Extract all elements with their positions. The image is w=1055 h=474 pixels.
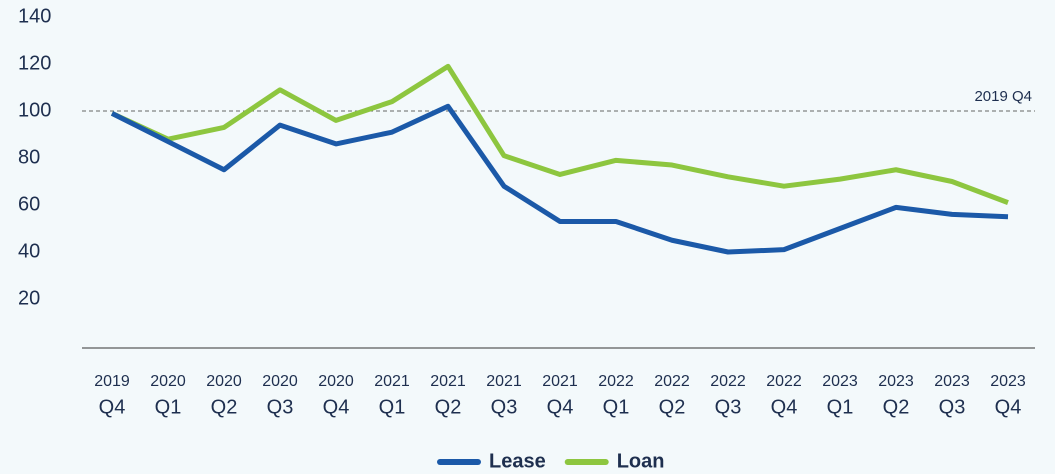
x-tick-label: 2019 [94,373,130,390]
x-tick-label: 2022 [766,373,802,390]
x-tick-label: 2022 [654,373,690,390]
x-tick-label: Q1 [379,396,406,418]
x-tick-label: Q2 [211,396,238,418]
x-tick-label: Q3 [939,396,966,418]
x-tick-label: Q4 [99,396,126,418]
x-tick-label: Q1 [155,396,182,418]
x-tick-label: 2023 [934,373,970,390]
x-tick-label: Q1 [827,396,854,418]
x-tick-label: Q4 [771,396,798,418]
x-tick-label: Q4 [995,396,1022,418]
x-tick-label: 2022 [598,373,634,390]
y-tick-label: 140 [18,5,51,27]
reference-label: 2019 Q4 [974,88,1032,105]
x-tick-label: Q1 [603,396,630,418]
x-tick-label: Q4 [547,396,574,418]
x-tick-label: Q2 [435,396,462,418]
x-tick-label: 2023 [990,373,1026,390]
y-tick-label: 60 [18,193,40,215]
y-tick-label: 120 [18,52,51,74]
x-tick-label: Q3 [491,396,518,418]
x-tick-label: 2021 [430,373,466,390]
x-tick-label: 2022 [710,373,746,390]
y-tick-label: 20 [18,287,40,309]
x-tick-label: 2020 [318,373,354,390]
x-tick-label: 2021 [486,373,522,390]
x-tick-label: 2023 [878,373,914,390]
x-tick-label: 2023 [822,373,858,390]
x-tick-label: 2021 [542,373,578,390]
line-series [110,63,1009,205]
x-tick-label: Q4 [323,396,350,418]
x-tick-label: Q2 [659,396,686,418]
y-tick-label: 40 [18,240,40,262]
y-tick-label: 100 [18,99,51,121]
x-tick-label: Q3 [715,396,742,418]
x-tick-label: 2021 [374,373,410,390]
x-tick-label: Q3 [267,396,294,418]
x-tick-label: 2020 [150,373,186,390]
x-tick-label: 2020 [206,373,242,390]
legend-label: Lease [489,450,546,472]
x-tick-label: 2020 [262,373,298,390]
line-series [110,103,1009,255]
x-tick-label: Q2 [883,396,910,418]
legend-label: Loan [617,450,665,472]
y-tick-label: 80 [18,146,40,168]
